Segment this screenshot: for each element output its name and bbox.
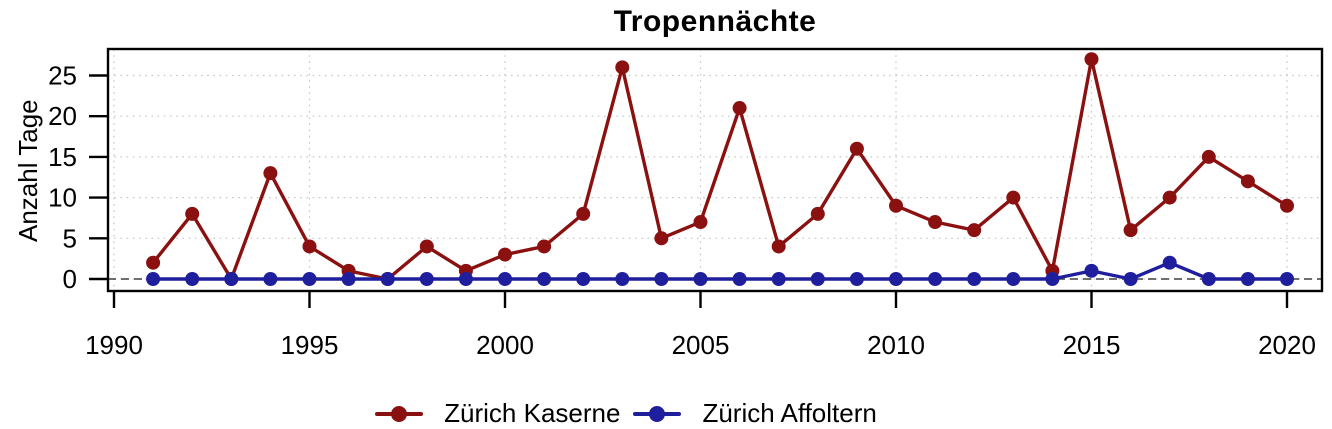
y-tick-label-20: 20 (48, 101, 77, 131)
y-tick-label-0: 0 (63, 264, 77, 294)
z-rich-affoltern-point-1996 (341, 272, 356, 286)
z-rich-kaserne-point-2020 (1280, 198, 1294, 213)
z-rich-kaserne-point-2011 (928, 215, 943, 230)
z-rich-kaserne-point-2016 (1123, 223, 1138, 238)
z-rich-kaserne-point-2018 (1201, 149, 1216, 164)
z-rich-affoltern-point-2004 (654, 272, 669, 286)
z-rich-affoltern-point-2005 (693, 272, 708, 286)
z-rich-affoltern-point-2014 (1045, 272, 1060, 286)
z-rich-kaserne-point-2000 (498, 247, 512, 262)
z-rich-affoltern-point-2012 (967, 272, 982, 286)
z-rich-affoltern-point-2013 (1006, 272, 1021, 286)
y-tick-label-25: 25 (48, 61, 77, 91)
z-rich-affoltern-point-1992 (185, 272, 200, 286)
z-rich-kaserne-point-1992 (185, 206, 200, 221)
y-tick-label-10: 10 (48, 183, 77, 213)
legend-item-zurich-affoltern: Zürich Affoltern (633, 398, 877, 429)
z-rich-kaserne-point-2009 (849, 141, 864, 156)
z-rich-kaserne-point-2003 (615, 60, 630, 75)
z-rich-kaserne-point-2015 (1084, 52, 1099, 67)
z-rich-kaserne-point-2005 (693, 215, 708, 230)
z-rich-kaserne-point-1991 (146, 255, 161, 270)
x-tick-label-1990: 1990 (85, 330, 143, 360)
zurich-kaserne-legend-marker-icon (375, 405, 424, 422)
z-rich-affoltern-point-2011 (928, 272, 943, 286)
z-rich-affoltern-point-2010 (889, 272, 903, 286)
legend-item-zurich-kaserne: Zürich Kaserne (375, 398, 620, 429)
x-tick-label-2010: 2010 (867, 330, 925, 360)
z-rich-kaserne-point-2013 (1006, 190, 1021, 205)
legend: Zürich Kaserne Zürich Affoltern (0, 398, 1252, 429)
x-tick-label-2015: 2015 (1063, 330, 1121, 360)
z-rich-affoltern-point-2017 (1162, 255, 1177, 270)
z-rich-kaserne-point-2007 (771, 239, 786, 254)
z-rich-affoltern-point-2000 (498, 272, 512, 286)
z-rich-affoltern-point-2018 (1201, 272, 1216, 286)
z-rich-affoltern-point-2009 (849, 272, 864, 286)
z-rich-affoltern-point-2007 (771, 272, 786, 286)
plot-border (106, 47, 1324, 293)
z-rich-kaserne-point-2019 (1240, 174, 1255, 189)
z-rich-kaserne-point-1995 (302, 239, 317, 254)
z-rich-affoltern-point-2006 (732, 272, 747, 286)
z-rich-affoltern-point-2003 (615, 272, 630, 286)
z-rich-affoltern-point-1994 (263, 272, 278, 286)
x-tick-label-1995: 1995 (281, 330, 339, 360)
z-rich-affoltern-point-1999 (458, 272, 473, 286)
z-rich-affoltern-point-1998 (419, 272, 434, 286)
z-rich-affoltern-point-2015 (1084, 263, 1099, 278)
x-tick-label-2000: 2000 (476, 330, 534, 360)
z-rich-affoltern-line (151, 261, 1289, 281)
z-rich-kaserne-point-2012 (967, 223, 982, 238)
y-tick-label-5: 5 (63, 223, 77, 253)
z-rich-kaserne-point-1998 (419, 239, 434, 254)
z-rich-kaserne-point-2002 (576, 206, 591, 221)
zurich-affoltern-legend-label: Zürich Affoltern (702, 398, 877, 428)
zurich-affoltern-legend-marker-icon (633, 405, 682, 422)
z-rich-affoltern-point-2020 (1280, 272, 1294, 286)
zurich-kaserne-legend-label: Zürich Kaserne (444, 398, 621, 428)
zurich-kaserne-legend-dot-icon (391, 405, 408, 422)
z-rich-kaserne-point-2006 (732, 101, 747, 116)
z-rich-kaserne-point-2010 (889, 198, 903, 213)
z-rich-kaserne-point-2004 (654, 231, 669, 246)
z-rich-affoltern-point-2008 (810, 272, 825, 286)
z-rich-affoltern-point-1995 (302, 272, 317, 286)
z-rich-affoltern-point-1993 (224, 272, 239, 286)
z-rich-affoltern-point-1991 (146, 272, 161, 286)
z-rich-affoltern-point-2001 (537, 272, 552, 286)
x-tick-label-2020: 2020 (1258, 330, 1316, 360)
x-tick-label-2005: 2005 (672, 330, 730, 360)
chart-title: Tropennächte (613, 5, 817, 38)
y-tick-label-15: 15 (48, 142, 77, 172)
z-rich-affoltern-point-1997 (380, 272, 395, 286)
z-rich-affoltern-point-2002 (576, 272, 591, 286)
z-rich-affoltern-point-2019 (1240, 272, 1255, 286)
z-rich-kaserne-point-2001 (537, 239, 552, 254)
z-rich-kaserne-point-1994 (263, 166, 278, 181)
z-rich-affoltern-point-2016 (1123, 272, 1138, 286)
z-rich-kaserne-line (151, 57, 1289, 281)
z-rich-kaserne-point-2017 (1162, 190, 1177, 205)
z-rich-kaserne-point-2008 (810, 206, 825, 221)
zurich-affoltern-legend-dot-icon (649, 405, 666, 422)
